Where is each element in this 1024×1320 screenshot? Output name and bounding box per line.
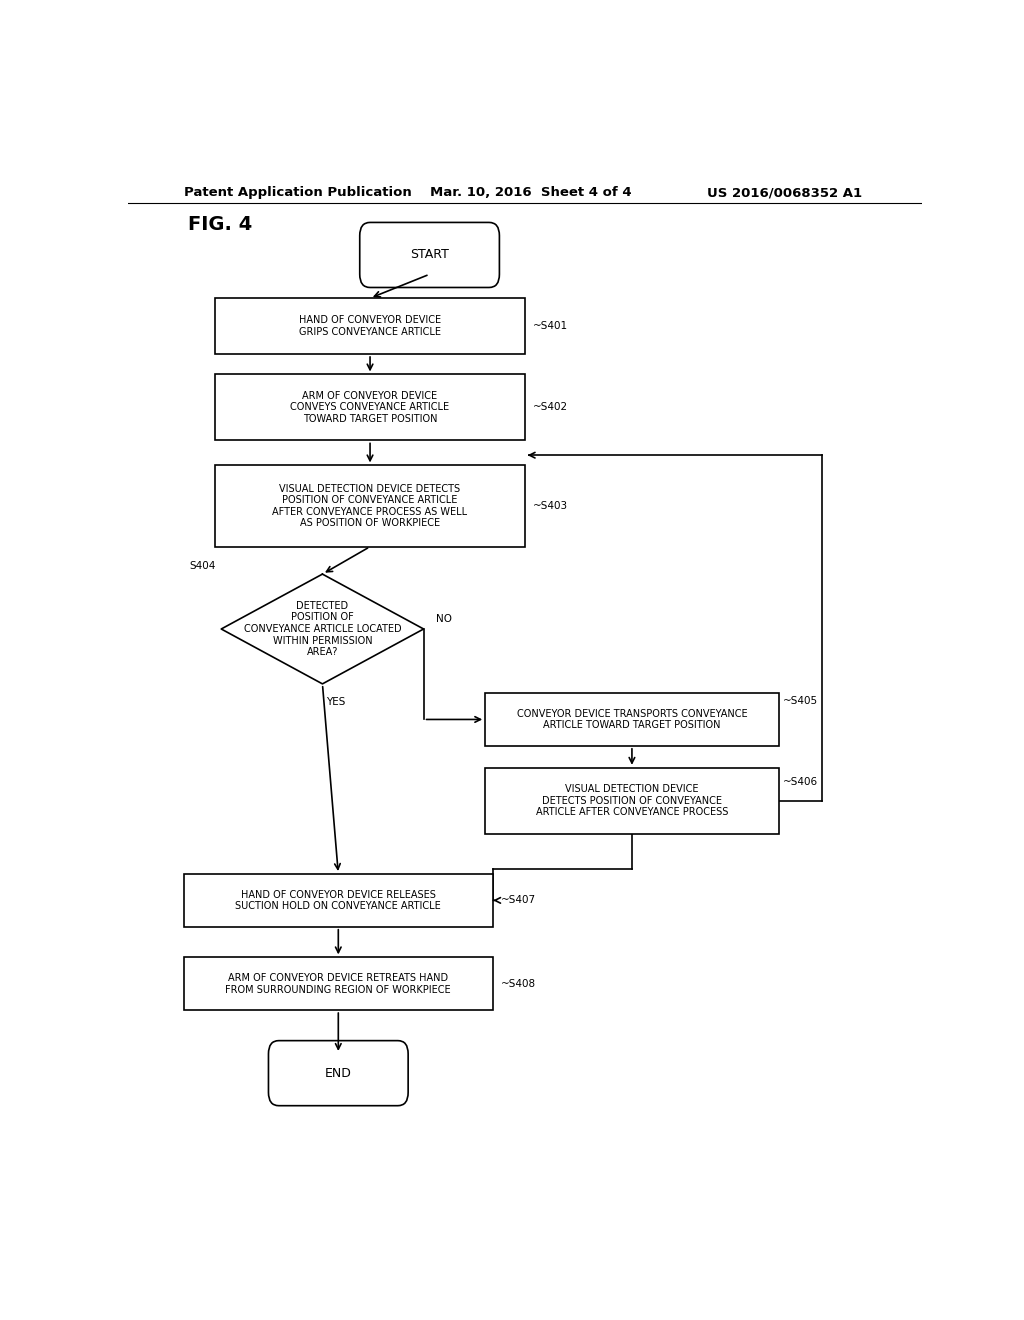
FancyBboxPatch shape [183, 957, 494, 1010]
Text: DETECTED
POSITION OF
CONVEYANCE ARTICLE LOCATED
WITHIN PERMISSION
AREA?: DETECTED POSITION OF CONVEYANCE ARTICLE … [244, 601, 401, 657]
FancyBboxPatch shape [359, 223, 500, 288]
Text: START: START [411, 248, 449, 261]
FancyBboxPatch shape [485, 768, 779, 834]
Text: S404: S404 [189, 561, 216, 572]
Text: VISUAL DETECTION DEVICE
DETECTS POSITION OF CONVEYANCE
ARTICLE AFTER CONVEYANCE : VISUAL DETECTION DEVICE DETECTS POSITION… [536, 784, 728, 817]
Text: VISUAL DETECTION DEVICE DETECTS
POSITION OF CONVEYANCE ARTICLE
AFTER CONVEYANCE : VISUAL DETECTION DEVICE DETECTS POSITION… [272, 483, 468, 528]
Text: ARM OF CONVEYOR DEVICE RETREATS HAND
FROM SURROUNDING REGION OF WORKPIECE: ARM OF CONVEYOR DEVICE RETREATS HAND FRO… [225, 973, 452, 994]
FancyBboxPatch shape [215, 298, 524, 354]
FancyBboxPatch shape [215, 466, 524, 546]
FancyBboxPatch shape [215, 375, 524, 441]
Text: HAND OF CONVEYOR DEVICE RELEASES
SUCTION HOLD ON CONVEYANCE ARTICLE: HAND OF CONVEYOR DEVICE RELEASES SUCTION… [236, 890, 441, 911]
Text: Patent Application Publication: Patent Application Publication [183, 186, 412, 199]
Text: YES: YES [327, 697, 346, 708]
Text: ~S402: ~S402 [532, 403, 568, 412]
Text: ~S401: ~S401 [532, 321, 568, 331]
Text: CONVEYOR DEVICE TRANSPORTS CONVEYANCE
ARTICLE TOWARD TARGET POSITION: CONVEYOR DEVICE TRANSPORTS CONVEYANCE AR… [517, 709, 748, 730]
Text: ~S406: ~S406 [782, 777, 818, 788]
Text: ARM OF CONVEYOR DEVICE
CONVEYS CONVEYANCE ARTICLE
TOWARD TARGET POSITION: ARM OF CONVEYOR DEVICE CONVEYS CONVEYANC… [291, 391, 450, 424]
Text: Mar. 10, 2016  Sheet 4 of 4: Mar. 10, 2016 Sheet 4 of 4 [430, 186, 631, 199]
FancyBboxPatch shape [485, 693, 779, 746]
Text: HAND OF CONVEYOR DEVICE
GRIPS CONVEYANCE ARTICLE: HAND OF CONVEYOR DEVICE GRIPS CONVEYANCE… [299, 315, 441, 337]
Text: US 2016/0068352 A1: US 2016/0068352 A1 [708, 186, 862, 199]
FancyBboxPatch shape [183, 874, 494, 927]
Text: FIG. 4: FIG. 4 [187, 215, 252, 234]
Text: ~S408: ~S408 [501, 978, 537, 989]
Text: NO: NO [435, 614, 452, 624]
Text: ~S405: ~S405 [782, 696, 818, 706]
Text: ~S407: ~S407 [501, 895, 537, 906]
Text: ~S403: ~S403 [532, 502, 568, 511]
Text: END: END [325, 1067, 351, 1080]
FancyBboxPatch shape [268, 1040, 409, 1106]
